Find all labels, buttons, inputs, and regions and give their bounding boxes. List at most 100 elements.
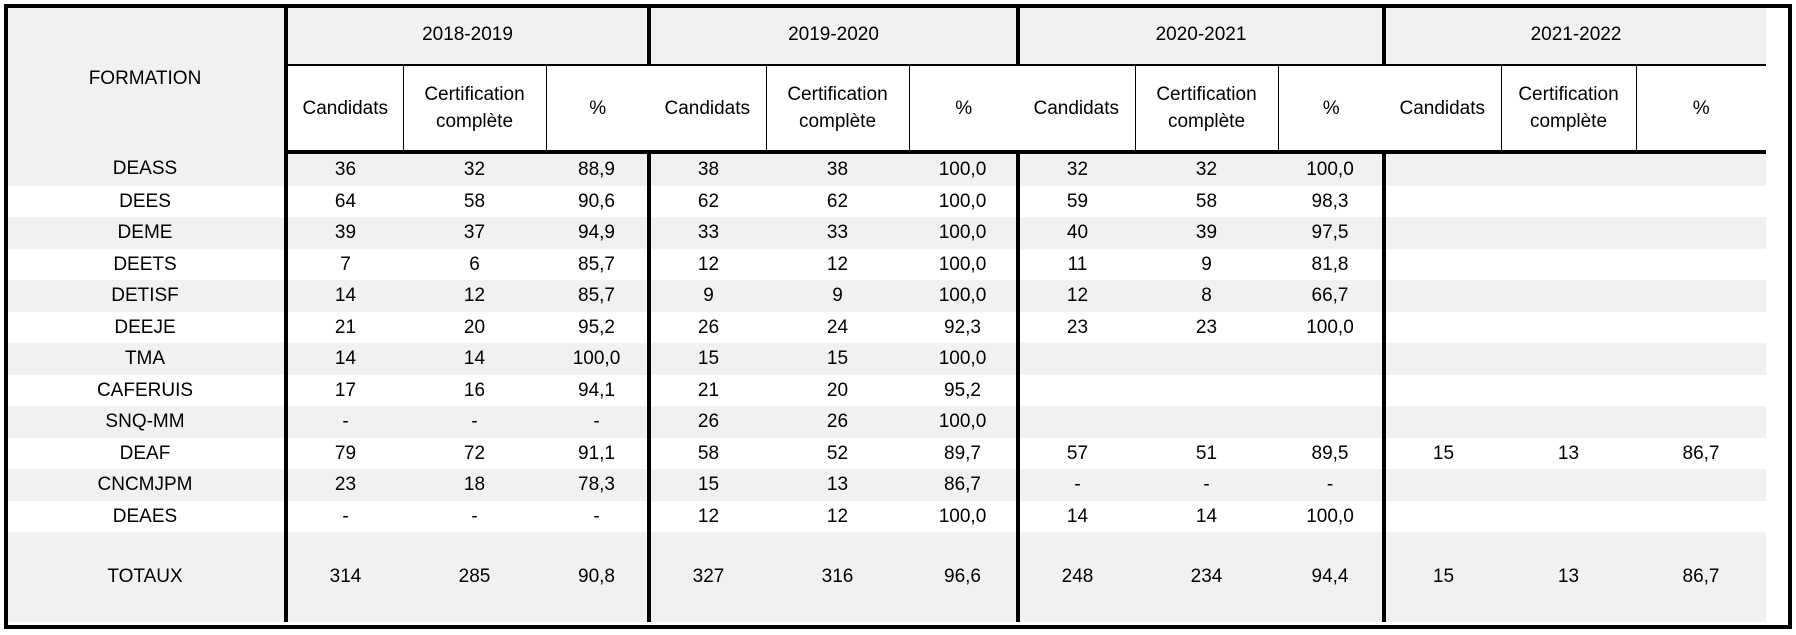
certification-cell: 38 bbox=[766, 152, 909, 186]
percent-cell: 100,0 bbox=[909, 248, 1018, 280]
certification-cell bbox=[1501, 152, 1636, 186]
candidats-cell: 12 bbox=[1016, 280, 1135, 312]
candidats-header: Candidats bbox=[649, 65, 766, 154]
percent-header: % bbox=[1635, 65, 1766, 154]
certification-cell bbox=[1501, 374, 1636, 406]
table-row: DEASS 36 32 88,9 38 38 100,0 32 32 100,0 bbox=[6, 152, 1766, 186]
total-candidats-cell: 248 bbox=[1016, 532, 1135, 622]
year-header: 2020-2021 bbox=[1016, 6, 1384, 66]
candidats-cell: 40 bbox=[1016, 217, 1135, 249]
candidats-cell bbox=[1016, 406, 1135, 438]
certification-cell: 58 bbox=[403, 185, 546, 217]
total-candidats-cell: 15 bbox=[1382, 532, 1501, 622]
table-row: DEAES - - -12 12 100,0 14 14 100,0 bbox=[6, 500, 1766, 532]
percent-cell: 81,8 bbox=[1278, 248, 1384, 280]
candidats-cell bbox=[1382, 374, 1501, 406]
subheader-row: Candidats Certification complète% Candidats… bbox=[6, 65, 1766, 154]
certification-cell: - bbox=[403, 406, 546, 438]
percent-cell: 100,0 bbox=[909, 152, 1018, 186]
candidats-cell: 26 bbox=[647, 311, 766, 343]
percent-cell: 100,0 bbox=[909, 500, 1018, 532]
certification-header: Certification complète bbox=[1134, 65, 1278, 154]
certification-cell: - bbox=[1135, 469, 1278, 501]
certification-cell: 12 bbox=[766, 248, 909, 280]
certification-cell: 58 bbox=[1135, 185, 1278, 217]
candidats-cell: 79 bbox=[286, 437, 403, 469]
percent-cell: 66,7 bbox=[1278, 280, 1384, 312]
candidats-cell: 21 bbox=[286, 311, 403, 343]
certification-cell: 15 bbox=[766, 343, 909, 375]
candidats-cell: 38 bbox=[647, 152, 766, 186]
formation-header: FORMATION bbox=[6, 6, 288, 152]
table-row: DEAF 79 72 91,1 58 52 89,7 57 51 89,5 15 13 86,7 bbox=[6, 437, 1766, 469]
total-percent-cell: 86,7 bbox=[1636, 532, 1766, 622]
candidats-cell: 14 bbox=[286, 280, 403, 312]
total-certification-cell: 234 bbox=[1135, 532, 1278, 622]
certification-cell: 37 bbox=[403, 217, 546, 249]
percent-header: % bbox=[908, 65, 1018, 154]
candidats-cell bbox=[1016, 343, 1135, 375]
candidats-cell: 64 bbox=[286, 185, 403, 217]
percent-cell: - bbox=[1278, 469, 1384, 501]
percent-cell: - bbox=[546, 406, 649, 438]
percent-cell bbox=[1636, 311, 1766, 343]
candidats-cell: 32 bbox=[1016, 152, 1135, 186]
percent-cell: 89,7 bbox=[909, 437, 1018, 469]
percent-cell bbox=[1636, 374, 1766, 406]
certification-cell: 52 bbox=[766, 437, 909, 469]
formation-name: DEES bbox=[6, 185, 288, 217]
candidats-cell: 15 bbox=[1382, 437, 1501, 469]
percent-cell bbox=[1636, 217, 1766, 249]
percent-cell: 100,0 bbox=[909, 217, 1018, 249]
certification-cell bbox=[1501, 469, 1636, 501]
year-header: 2018-2019 bbox=[286, 6, 649, 66]
certification-cell: 9 bbox=[1135, 248, 1278, 280]
year-header: 2021-2022 bbox=[1382, 6, 1766, 66]
percent-cell: 100,0 bbox=[909, 343, 1018, 375]
candidats-cell: 11 bbox=[1016, 248, 1135, 280]
candidats-cell bbox=[1382, 217, 1501, 249]
percent-cell: 100,0 bbox=[909, 185, 1018, 217]
certification-cell: 72 bbox=[403, 437, 546, 469]
candidats-cell: 12 bbox=[647, 248, 766, 280]
certification-cell: 33 bbox=[766, 217, 909, 249]
percent-cell: 89,5 bbox=[1278, 437, 1384, 469]
formation-name: DEETS bbox=[6, 248, 288, 280]
percent-cell bbox=[1278, 406, 1384, 438]
candidats-cell bbox=[1382, 185, 1501, 217]
percent-cell: 94,9 bbox=[546, 217, 649, 249]
certification-header-line: Certification bbox=[424, 84, 525, 105]
percent-cell bbox=[1636, 500, 1766, 532]
certification-header: Certification complète bbox=[402, 65, 546, 154]
certification-cell: 12 bbox=[766, 500, 909, 532]
percent-cell: 95,2 bbox=[909, 374, 1018, 406]
percent-cell bbox=[1278, 343, 1384, 375]
table-row: SNQ-MM - - -26 26 100,0 bbox=[6, 406, 1766, 438]
candidats-cell bbox=[1382, 311, 1501, 343]
candidats-header: Candidats bbox=[1018, 65, 1135, 154]
certification-cell: - bbox=[403, 500, 546, 532]
total-candidats-cell: 327 bbox=[647, 532, 766, 622]
formation-name: DEEJE bbox=[6, 311, 288, 343]
total-percent-cell: 90,8 bbox=[546, 532, 649, 622]
certification-header-line: Certification bbox=[787, 84, 888, 105]
candidats-cell bbox=[1382, 406, 1501, 438]
total-candidats-cell: 314 bbox=[286, 532, 403, 622]
percent-cell: 90,6 bbox=[546, 185, 649, 217]
candidats-cell: 59 bbox=[1016, 185, 1135, 217]
totals-row: TOTAUX 314 285 90,8 327 316 96,6 248 234 94,4 15 13… bbox=[6, 532, 1766, 622]
certification-cell: 13 bbox=[766, 469, 909, 501]
percent-cell: 100,0 bbox=[1278, 152, 1384, 186]
percent-cell: 100,0 bbox=[1278, 311, 1384, 343]
candidats-cell bbox=[1382, 248, 1501, 280]
percent-cell: - bbox=[546, 500, 649, 532]
candidats-cell: 14 bbox=[1016, 500, 1135, 532]
table-row: DEES 64 58 90,6 62 62 100,0 59 58 98,3 bbox=[6, 185, 1766, 217]
percent-cell bbox=[1278, 374, 1384, 406]
certification-cell bbox=[1501, 343, 1636, 375]
certification-cell bbox=[1501, 311, 1636, 343]
percent-cell: 86,7 bbox=[1636, 437, 1766, 469]
table-row: DEME 39 37 94,9 33 33 100,0 40 39 97,5 bbox=[6, 217, 1766, 249]
certification-header-line: Certification bbox=[1518, 84, 1619, 105]
table-body: DEASS 36 32 88,9 38 38 100,0 32 32 100,0 DEES 64 58 9… bbox=[6, 152, 1766, 622]
